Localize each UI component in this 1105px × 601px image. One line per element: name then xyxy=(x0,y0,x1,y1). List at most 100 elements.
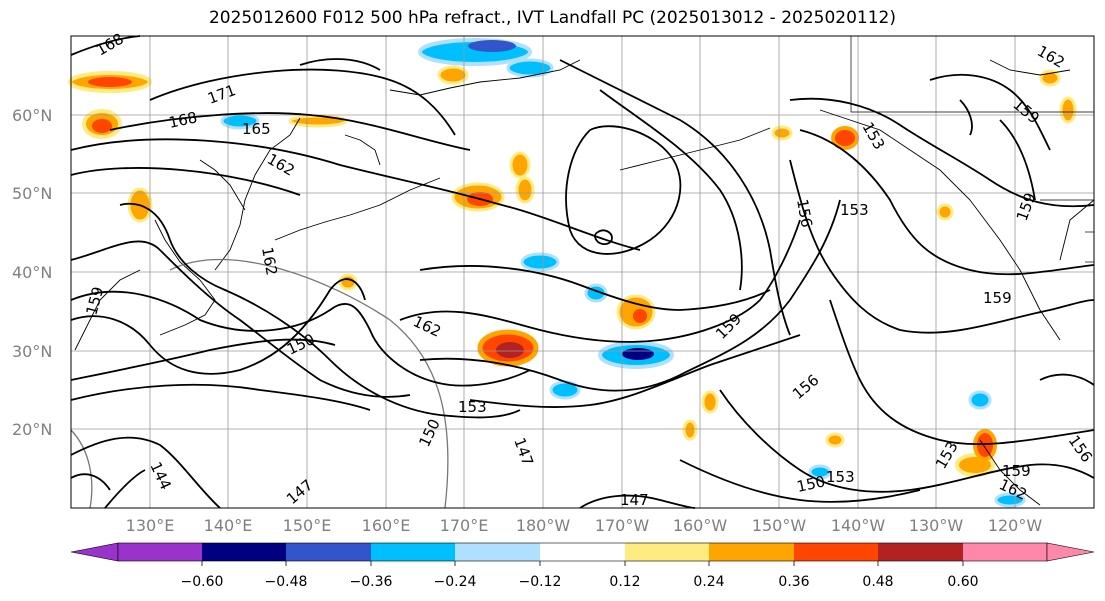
contour-line xyxy=(579,494,696,509)
lat-label-40n: 40°N xyxy=(12,263,52,282)
height-contours xyxy=(70,35,1095,509)
contour-line xyxy=(70,167,301,196)
contour-label: 165 xyxy=(242,120,271,138)
anomaly-patch-positive xyxy=(936,203,954,221)
contour-line xyxy=(70,240,411,398)
contour-line xyxy=(70,338,336,381)
anomaly-patch-positive xyxy=(437,65,469,85)
figure-title: 2025012600 F012 500 hPa refract., IVT La… xyxy=(208,8,896,28)
longitude-labels: 130°E 140°E 150°E 160°E 170°E 180°W 170°… xyxy=(126,516,1043,535)
lon-label: 160°W xyxy=(673,516,728,535)
colorbar-segment xyxy=(794,543,878,561)
colorbar-segment xyxy=(118,543,202,561)
colorbar-segments xyxy=(117,542,1048,562)
contour-line xyxy=(469,334,801,408)
anomaly-patch-negative xyxy=(808,464,832,480)
contour-line xyxy=(719,389,1095,493)
contour-label: 153 xyxy=(458,398,487,416)
colorbar-segment xyxy=(878,543,963,561)
colorbar-segment xyxy=(286,543,371,561)
colorbar-tick-label: 0.60 xyxy=(947,574,978,590)
contour-line xyxy=(149,68,456,136)
contour-label: 168 xyxy=(167,108,199,132)
gray-boundary xyxy=(70,258,449,509)
contour-line xyxy=(70,473,111,491)
colorbar-tick-label: 0.36 xyxy=(778,574,809,590)
contour-line xyxy=(119,202,521,419)
colorbar-segment xyxy=(202,543,286,561)
contour-line xyxy=(70,35,141,56)
contour-line xyxy=(299,58,381,71)
lon-label: 180°W xyxy=(516,516,571,535)
colorbar: −0.60 −0.48 −0.36 −0.24 −0.12 0.12 0.24 … xyxy=(70,542,1095,590)
colorbar-extend-right xyxy=(1046,542,1095,562)
contour-line xyxy=(419,265,771,311)
contour-line xyxy=(959,99,973,136)
contour-line xyxy=(104,469,146,509)
contour-line xyxy=(594,229,613,245)
lat-label-30n: 30°N xyxy=(12,342,52,361)
contour-line xyxy=(799,129,1095,276)
coastlines xyxy=(74,59,1095,506)
anomaly-patch-positive xyxy=(831,126,859,150)
contour-label: 153 xyxy=(826,468,855,486)
colorbar-tick-label: 0.12 xyxy=(609,574,640,590)
colorbar-segment xyxy=(455,543,540,561)
lon-label: 120°W xyxy=(988,516,1043,535)
contour-line xyxy=(419,199,841,392)
lon-label: 140°E xyxy=(204,516,253,535)
lon-label: 170°E xyxy=(440,516,489,535)
colorbar-ticks: −0.60 −0.48 −0.36 −0.24 −0.12 0.12 0.24 … xyxy=(181,561,979,590)
contour-label: 159 xyxy=(983,289,1012,307)
contour-line xyxy=(1039,373,1095,386)
lon-label: 150°W xyxy=(752,516,807,535)
contour-line xyxy=(565,125,682,255)
anomaly-patch-negative xyxy=(994,492,1026,508)
colorbar-tick-label: −0.48 xyxy=(265,574,308,590)
colorbar-tick-label: −0.36 xyxy=(350,574,393,590)
colorbar-segment xyxy=(371,543,455,561)
borders xyxy=(850,36,1094,263)
contour-line xyxy=(929,73,1051,151)
contour-label: 162 xyxy=(258,246,281,277)
contour-line xyxy=(679,459,921,503)
anomaly-patch-positive xyxy=(1059,96,1077,124)
anomaly-patch-positive xyxy=(515,176,535,204)
contour-line xyxy=(559,59,791,336)
lon-label: 150°E xyxy=(283,516,332,535)
lon-label: 160°E xyxy=(362,516,411,535)
map-frame xyxy=(70,35,1095,509)
contour-line xyxy=(70,383,371,411)
colorbar-extend-left xyxy=(70,542,119,562)
contour-label: 147 xyxy=(620,491,649,509)
contour-line xyxy=(999,119,1036,201)
contour-label: 156 xyxy=(793,198,816,229)
contour-label: 150 xyxy=(795,472,827,496)
lon-label: 170°W xyxy=(595,516,650,535)
contour-label: 153 xyxy=(840,201,869,219)
anomaly-patch-positive xyxy=(509,151,531,179)
colorbar-tick-label: −0.12 xyxy=(519,574,562,590)
map-panel: 168 171 168 165 162 162 159 150 162 153 … xyxy=(68,30,1096,509)
filled-anomalies xyxy=(68,38,1077,508)
colorbar-tick-label: 0.48 xyxy=(862,574,893,590)
contour-label: 159 xyxy=(1002,462,1031,480)
anomaly-patch-positive xyxy=(682,419,698,441)
colorbar-tick-label: −0.24 xyxy=(434,574,477,590)
lat-label-50n: 50°N xyxy=(12,184,52,203)
contour-line xyxy=(599,89,743,291)
anomaly-patch-positive xyxy=(973,429,997,461)
lat-label-20n: 20°N xyxy=(12,420,52,439)
contour-line xyxy=(70,290,531,387)
anomaly-patch-positive xyxy=(771,125,793,141)
contour-line xyxy=(789,97,1095,208)
colorbar-tick-label: −0.60 xyxy=(181,574,224,590)
contour-line xyxy=(789,159,1095,334)
anomaly-patch-positive xyxy=(825,432,845,448)
colorbar-segment xyxy=(625,543,709,561)
lon-label: 140°W xyxy=(831,516,886,535)
anomaly-patch-negative xyxy=(520,252,560,272)
contour-line xyxy=(399,219,801,343)
contour-line xyxy=(70,278,366,375)
